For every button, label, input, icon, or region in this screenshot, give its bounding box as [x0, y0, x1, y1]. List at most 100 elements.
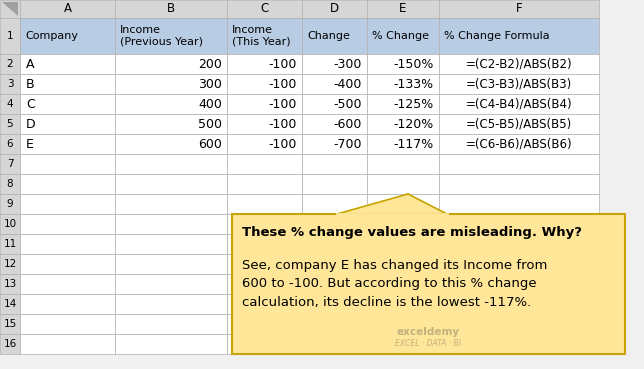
Bar [439, 134, 599, 154]
Bar [302, 114, 367, 134]
Text: 13: 13 [3, 279, 17, 289]
Bar [115, 214, 227, 234]
Bar [227, 174, 302, 194]
Bar [20, 334, 115, 354]
Bar [439, 334, 599, 354]
Bar [302, 174, 367, 194]
FancyBboxPatch shape [232, 214, 625, 354]
Bar [302, 254, 367, 274]
Bar [20, 234, 115, 254]
Bar [367, 314, 439, 334]
Text: exceldemy: exceldemy [397, 327, 460, 337]
Bar [367, 154, 439, 174]
Text: Company: Company [25, 31, 78, 41]
Bar [0, 94, 20, 114]
Bar [227, 274, 302, 294]
Text: 14: 14 [3, 299, 17, 309]
Text: 400: 400 [198, 97, 222, 110]
Bar [0, 314, 20, 334]
Text: % Change: % Change [372, 31, 429, 41]
Bar [20, 314, 115, 334]
Bar [20, 214, 115, 234]
Text: B: B [167, 3, 175, 15]
Bar [367, 254, 439, 274]
Bar [302, 314, 367, 334]
Text: A: A [26, 58, 35, 70]
Bar [115, 114, 227, 134]
Bar [227, 114, 302, 134]
Bar [0, 294, 20, 314]
Bar [439, 0, 599, 18]
Text: B: B [26, 77, 35, 90]
Text: 4: 4 [6, 99, 14, 109]
Bar [115, 254, 227, 274]
Bar [0, 134, 20, 154]
Bar [20, 114, 115, 134]
Text: -100: -100 [269, 58, 297, 70]
Bar [439, 254, 599, 274]
Text: 8: 8 [6, 179, 14, 189]
Bar [302, 18, 367, 54]
Text: 16: 16 [3, 339, 17, 349]
Text: 11: 11 [3, 239, 17, 249]
Text: -117%: -117% [393, 138, 434, 151]
Bar [20, 174, 115, 194]
Bar [115, 94, 227, 114]
Bar [115, 314, 227, 334]
Bar [115, 54, 227, 74]
Bar [439, 314, 599, 334]
Text: -100: -100 [269, 117, 297, 131]
Bar [227, 0, 302, 18]
Bar [227, 254, 302, 274]
Bar [302, 214, 367, 234]
Bar [439, 274, 599, 294]
Text: 10: 10 [3, 219, 17, 229]
Text: 7: 7 [6, 159, 14, 169]
Bar [367, 214, 439, 234]
Bar [227, 294, 302, 314]
Bar [20, 294, 115, 314]
Text: These % change values are misleading. Why?: These % change values are misleading. Wh… [242, 226, 582, 239]
Bar [20, 134, 115, 154]
Text: EXCEL · DATA · BI: EXCEL · DATA · BI [395, 338, 462, 348]
Text: E: E [399, 3, 407, 15]
Text: Change: Change [307, 31, 350, 41]
Bar [20, 94, 115, 114]
Bar [439, 294, 599, 314]
Bar [367, 294, 439, 314]
Bar [367, 74, 439, 94]
Bar [439, 234, 599, 254]
Bar [20, 54, 115, 74]
Bar [0, 234, 20, 254]
Bar [20, 0, 115, 18]
Bar [0, 18, 20, 54]
Text: See, company E has changed its Income from
600 to -100. But according to this % : See, company E has changed its Income fr… [242, 259, 547, 309]
Text: -400: -400 [334, 77, 362, 90]
Bar [439, 74, 599, 94]
Bar [227, 314, 302, 334]
Text: 200: 200 [198, 58, 222, 70]
Bar [367, 54, 439, 74]
Bar [227, 194, 302, 214]
Text: -100: -100 [269, 97, 297, 110]
Text: 15: 15 [3, 319, 17, 329]
Text: F: F [516, 3, 522, 15]
Bar [439, 194, 599, 214]
Bar [439, 18, 599, 54]
Bar [367, 18, 439, 54]
Text: D: D [26, 117, 35, 131]
Bar [227, 334, 302, 354]
Bar [115, 334, 227, 354]
Bar [367, 274, 439, 294]
Bar [0, 114, 20, 134]
Polygon shape [337, 194, 447, 214]
Bar [302, 74, 367, 94]
Bar [115, 274, 227, 294]
Bar [227, 18, 302, 54]
Text: -125%: -125% [393, 97, 434, 110]
Bar [439, 94, 599, 114]
Bar [367, 334, 439, 354]
Bar [115, 174, 227, 194]
Text: -133%: -133% [394, 77, 434, 90]
Bar [115, 154, 227, 174]
